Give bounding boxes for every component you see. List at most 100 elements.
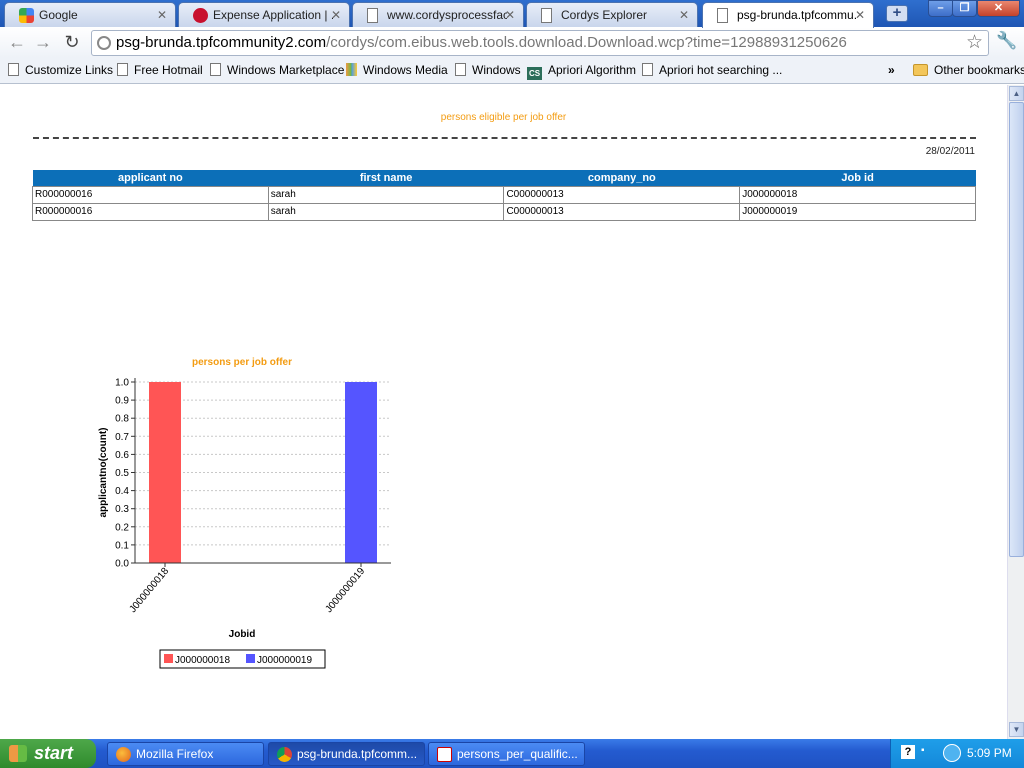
bookmark-customize-links[interactable]: Customize Links	[8, 63, 113, 77]
y-tick-label: 0.3	[115, 504, 129, 515]
back-arrow-icon[interactable]: ←	[8, 32, 26, 52]
tab-title: Expense Application | ...	[213, 8, 333, 22]
google-icon	[19, 8, 34, 23]
close-icon[interactable]: ✕	[678, 8, 689, 22]
windows-logo-icon	[346, 63, 357, 76]
page-icon	[367, 8, 378, 23]
wrench-icon[interactable]: 🔧	[996, 31, 1018, 50]
page-content: persons eligible per job offer 28/02/201…	[0, 85, 1007, 739]
legend-label: J000000018	[175, 655, 230, 666]
page-icon	[541, 8, 552, 23]
globe-icon	[97, 36, 111, 50]
close-icon[interactable]: ✕	[330, 8, 341, 22]
bookmark-windows-marketplace[interactable]: Windows Marketplace	[210, 63, 344, 77]
tab-title: psg-brunda.tpfcommu...	[737, 8, 857, 22]
tab-strip: Google ✕ Expense Application | ... ✕ www…	[0, 0, 1024, 28]
y-tick-label: 0.7	[115, 432, 129, 443]
tab-title: www.cordysprocessfac...	[387, 8, 507, 22]
minimize-button[interactable]: –	[928, 0, 953, 17]
vertical-scrollbar[interactable]: ▲ ▼	[1007, 85, 1024, 739]
report-date: 28/02/2011	[925, 146, 975, 157]
y-tick-label: 0.6	[115, 450, 129, 461]
help-icon[interactable]: ?	[901, 745, 915, 759]
tab-title: Cordys Explorer	[561, 8, 648, 22]
page-icon	[642, 63, 653, 76]
start-button[interactable]: start	[0, 739, 96, 768]
bookmark-apriori-hot-searching[interactable]: Apriori hot searching ...	[642, 63, 782, 77]
page-icon	[717, 8, 728, 23]
y-tick-label: 1.0	[115, 378, 129, 389]
table-cell: J000000018	[739, 185, 976, 204]
bookmark-windows-media[interactable]: Windows Media	[346, 63, 448, 77]
tab-google[interactable]: Google ✕	[4, 2, 176, 27]
page-icon	[210, 63, 221, 76]
bookmarks-overflow-chevron[interactable]: »	[888, 63, 895, 77]
bookmark-apriori-algorithm[interactable]: CS Apriori Algorithm	[527, 63, 637, 80]
taskbar-item-pdf[interactable]: persons_per_qualific...	[428, 742, 585, 766]
column-header: Job id	[739, 170, 976, 186]
tab-cordysprocessfactory[interactable]: www.cordysprocessfac... ✕	[352, 2, 524, 27]
network-icon[interactable]: ▪	[921, 745, 925, 756]
tab-expense-application[interactable]: Expense Application | ... ✕	[178, 2, 350, 27]
reload-icon[interactable]: ↻	[64, 32, 80, 52]
y-tick-label: 0.4	[115, 486, 129, 497]
report-table: applicant no first name company_no Job i…	[32, 170, 976, 221]
tab-psg-brunda[interactable]: psg-brunda.tpfcommu... ✕	[702, 2, 874, 28]
url-host: psg-brunda.tpfcommunity2.com	[116, 34, 327, 51]
y-tick-label: 0.2	[115, 522, 129, 533]
new-tab-button[interactable]: +	[886, 5, 908, 22]
taskbar-item-chrome[interactable]: psg-brunda.tpfcomm...	[268, 742, 425, 766]
other-bookmarks[interactable]: Other bookmarks	[913, 63, 1024, 77]
clock: 5:09 PM	[967, 746, 1012, 760]
tab-cordys-explorer[interactable]: Cordys Explorer ✕	[526, 2, 698, 27]
scrollbar-thumb[interactable]	[1009, 102, 1024, 557]
url-path: /cordys/com.eibus.web.tools.download.Dow…	[326, 34, 847, 51]
folder-icon	[913, 64, 928, 76]
table-row: R000000016 sarah C000000013 J000000019	[32, 202, 976, 221]
close-icon[interactable]: ✕	[504, 8, 515, 22]
update-icon[interactable]	[943, 744, 961, 762]
dashed-divider	[33, 137, 976, 139]
windows-logo-icon	[9, 745, 27, 762]
close-icon[interactable]: ✕	[156, 8, 167, 22]
bookmark-windows[interactable]: Windows	[455, 63, 521, 77]
cordys-icon	[193, 8, 208, 23]
y-tick-label: 0.8	[115, 414, 129, 425]
taskbar-item-firefox[interactable]: Mozilla Firefox	[107, 742, 264, 766]
bookmark-star-icon[interactable]: ☆	[966, 32, 984, 53]
scroll-up-arrow-icon[interactable]: ▲	[1009, 86, 1024, 101]
x-tick-label: J000000019	[323, 566, 367, 616]
cs-icon: CS	[527, 67, 542, 80]
page-icon	[455, 63, 466, 76]
bookmark-free-hotmail[interactable]: Free Hotmail	[117, 63, 203, 77]
table-header-row: applicant no first name company_no Job i…	[32, 170, 976, 186]
close-icon[interactable]: ✕	[854, 8, 865, 22]
address-bar[interactable]: psg-brunda.tpfcommunity2.com/cordys/com.…	[91, 30, 989, 56]
forward-arrow-icon[interactable]: →	[34, 32, 52, 52]
table-cell: R000000016	[32, 202, 269, 221]
page-icon	[8, 63, 19, 76]
maximize-button[interactable]: ❐	[952, 0, 977, 17]
table-row: R000000016 sarah C000000013 J000000018	[32, 185, 976, 204]
column-header: applicant no	[32, 170, 269, 186]
bar-chart: persons per job offer 0.0 0.1 0.2 0.3 0.4 0.5 0…	[98, 357, 391, 669]
firefox-icon	[116, 747, 131, 762]
legend-swatch	[246, 654, 255, 663]
window-close-button[interactable]: ✕	[977, 0, 1020, 17]
page-icon	[117, 63, 128, 76]
start-label: start	[34, 743, 74, 763]
legend-swatch	[164, 654, 173, 663]
y-axis-label: applicantno(count)	[98, 428, 109, 518]
report-title: persons eligible per job offer	[440, 112, 567, 123]
tab-title: Google	[39, 8, 78, 22]
bar	[149, 382, 181, 563]
chart-title: persons per job offer	[192, 357, 292, 368]
table-cell: C000000013	[503, 185, 741, 204]
legend-box	[159, 649, 326, 669]
browser-toolbar: ← → ↻ psg-brunda.tpfcommunity2.com/cordy…	[0, 27, 1024, 58]
y-tick-label: 0.5	[115, 468, 129, 479]
table-cell: sarah	[267, 185, 505, 204]
scroll-down-arrow-icon[interactable]: ▼	[1009, 722, 1024, 737]
y-tick-label: 0.0	[115, 559, 129, 570]
table-cell: J000000019	[739, 202, 976, 221]
